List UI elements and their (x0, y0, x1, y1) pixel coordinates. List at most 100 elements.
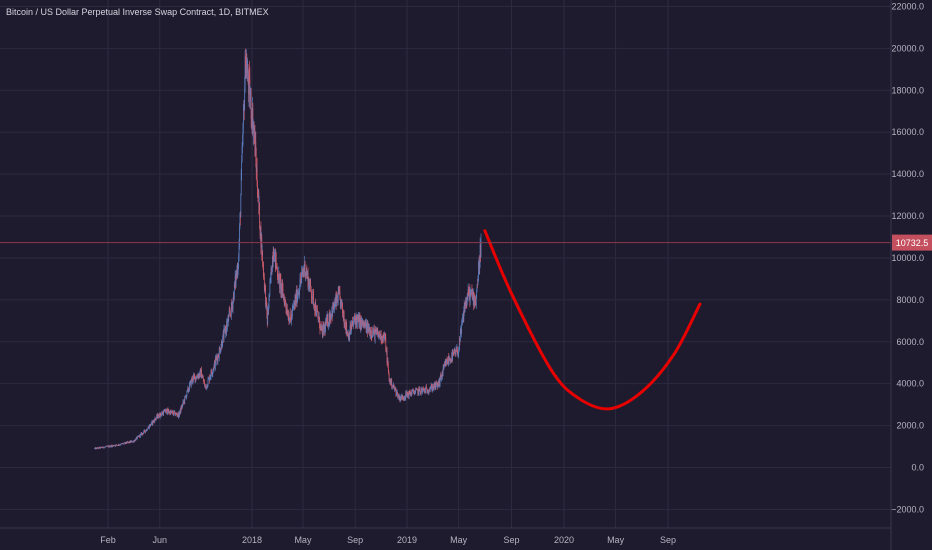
candle-body (332, 304, 334, 317)
candle-body (353, 317, 355, 322)
candle-body (174, 411, 175, 413)
candle-body (315, 314, 317, 316)
candle-body (374, 330, 376, 340)
candle-body (95, 447, 97, 450)
candle-body (157, 414, 158, 418)
candle-body (172, 411, 174, 414)
candle-body (96, 447, 98, 449)
candle-body (289, 312, 291, 320)
candle-body (153, 420, 155, 421)
candle-body (94, 448, 95, 449)
candle-body (387, 360, 389, 365)
candle-body (199, 373, 200, 377)
candle-body (164, 409, 165, 411)
candle-body (417, 389, 419, 395)
candle-body (373, 328, 375, 331)
candle-body (185, 396, 187, 399)
candle-body (207, 385, 208, 388)
candle-body (416, 389, 418, 391)
candle-body (392, 386, 393, 388)
x-tick-label: Feb (100, 535, 116, 545)
candle-body (268, 307, 269, 312)
candle-body (219, 348, 221, 353)
candle-body (463, 311, 465, 321)
candle-body (468, 292, 470, 295)
candle-body (356, 318, 358, 325)
candle-body (123, 443, 124, 444)
candle-body (127, 441, 129, 443)
candle-body (200, 370, 202, 377)
candle-body (104, 446, 106, 448)
candle-body (180, 407, 182, 413)
candle-body (407, 393, 409, 396)
candle-body (457, 352, 459, 356)
candle-body (116, 444, 117, 446)
candle-body (313, 293, 314, 306)
candle-body (240, 172, 242, 196)
candle-body (236, 273, 237, 276)
candle-body (303, 270, 305, 272)
candle-body (205, 386, 207, 389)
candle-body (457, 354, 459, 356)
candle-body (404, 396, 406, 399)
candle-body (187, 387, 189, 390)
candle-body (254, 130, 256, 156)
candle-body (318, 319, 320, 321)
candle-body (427, 392, 428, 393)
candle-body (444, 364, 446, 366)
candle-body (448, 360, 450, 363)
candle-body (260, 226, 262, 248)
candle-body (409, 391, 410, 392)
candle-body (289, 312, 291, 319)
candle-body (393, 384, 394, 387)
candle-body (378, 332, 380, 335)
candle-body (184, 396, 186, 397)
candle-body (389, 378, 390, 382)
candle-body (413, 391, 415, 394)
candle-body (208, 377, 210, 379)
candle-body (245, 56, 246, 78)
candle-body (322, 330, 323, 338)
candle-body (303, 270, 304, 274)
x-tick-label: 2018 (242, 535, 262, 545)
candle-body (272, 257, 274, 262)
candle-body (143, 432, 144, 435)
candle-body (478, 261, 480, 269)
candle-body (390, 379, 392, 385)
candle-body (117, 445, 118, 446)
candle-body (447, 362, 449, 365)
candle-body (178, 412, 180, 418)
candle-body (286, 308, 287, 312)
candle-body (215, 357, 217, 363)
candle-body (99, 446, 101, 449)
candle-body (311, 298, 313, 300)
candle-body (112, 445, 114, 447)
candle-body (132, 442, 133, 443)
candle-body (390, 379, 392, 385)
candle-body (141, 432, 142, 436)
candle-body (435, 382, 437, 389)
candle-body (298, 292, 300, 294)
candle-body (393, 386, 395, 390)
candle-body (249, 97, 251, 103)
candle-body (428, 390, 430, 393)
candle-body (181, 405, 183, 410)
candle-body (446, 359, 447, 365)
candle-body (220, 347, 222, 352)
candle-body (154, 420, 155, 422)
candle-body (348, 335, 349, 340)
candle-body (164, 409, 166, 413)
candle-body (171, 412, 172, 413)
candle-body (280, 284, 282, 293)
candle-layer (94, 48, 482, 450)
candle-body (417, 389, 419, 395)
candle-body (240, 195, 242, 218)
candle-body (314, 309, 316, 313)
candle-body (415, 389, 417, 391)
candle-body (372, 330, 373, 337)
candle-body (111, 445, 112, 447)
candle-body (296, 289, 297, 303)
candle-body (101, 447, 103, 448)
candle-body (317, 311, 319, 316)
